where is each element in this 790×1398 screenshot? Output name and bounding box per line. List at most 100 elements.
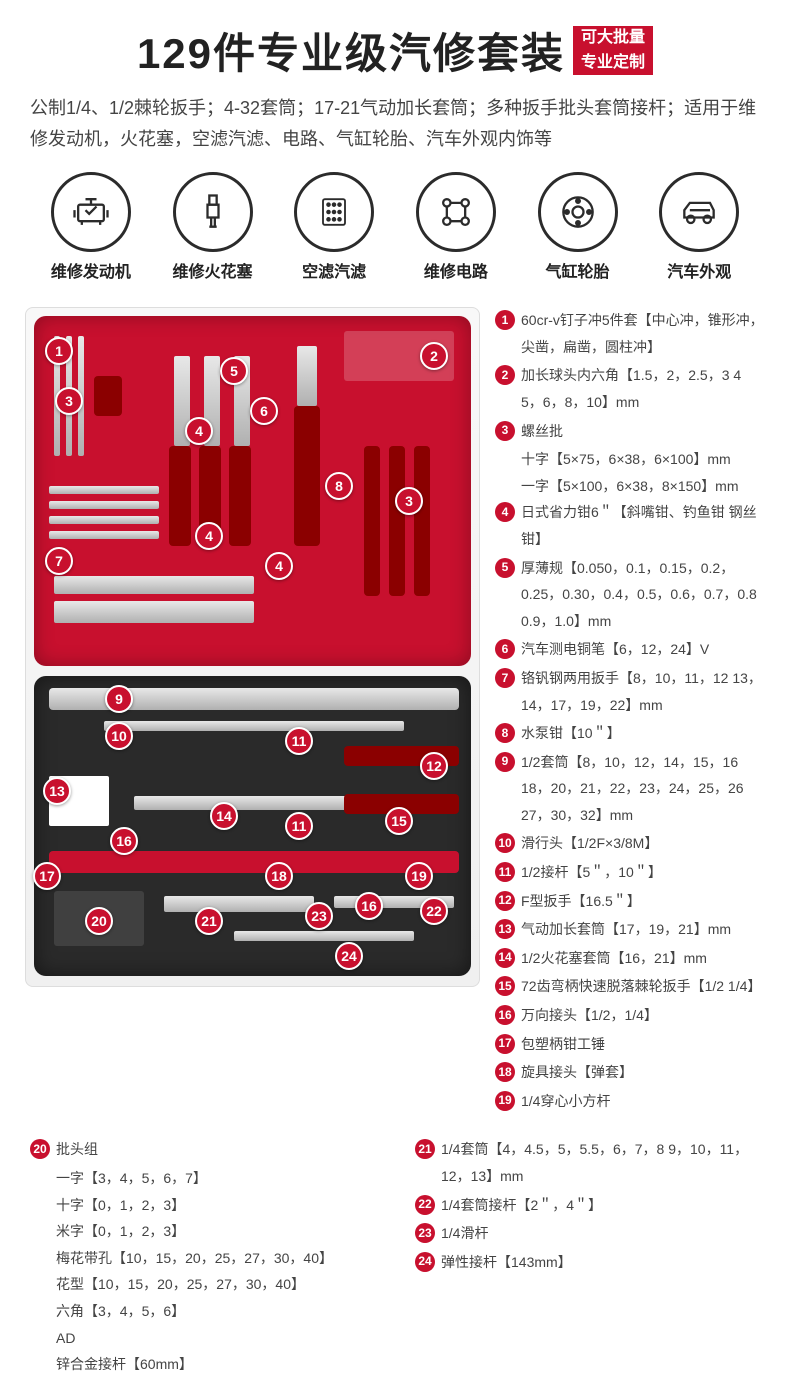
car-icon xyxy=(659,172,739,252)
list-item: 11 1/2接杆【5＂，10＂】 xyxy=(495,859,765,886)
list-item: 7 铬钒钢两用扳手【8，10，11，12 13，14，17，19，22】mm xyxy=(495,665,765,718)
item-number: 14 xyxy=(495,948,515,968)
list-subitem: 十字【0，1，2，3】 xyxy=(30,1192,375,1219)
feature-icon-row: 维修发动机 维修火花塞 空滤汽滤 维修电路 气缸轮胎 汽车外观 xyxy=(25,172,765,282)
callout-marker: 2 xyxy=(420,342,448,370)
callout-marker: 14 xyxy=(210,802,238,830)
callout-marker: 23 xyxy=(305,902,333,930)
item-text: 1/2接杆【5＂，10＂】 xyxy=(521,859,765,886)
callout-marker: 6 xyxy=(250,397,278,425)
item-text: 72齿弯柄快速脱落棘轮扳手【1/2 1/4】 xyxy=(521,973,765,1000)
list-item: 5厚薄规【0.050，0.1，0.15，0.2，0.25，0.30，0.4，0.… xyxy=(495,555,765,635)
callout-marker: 20 xyxy=(85,907,113,935)
sparkplug-icon xyxy=(173,172,253,252)
item-text: 螺丝批 xyxy=(521,418,765,445)
callout-marker: 19 xyxy=(405,862,433,890)
feature-label: 气缸轮胎 xyxy=(546,258,610,282)
item-number: 10 xyxy=(495,833,515,853)
callout-marker: 21 xyxy=(195,907,223,935)
callout-marker: 3 xyxy=(395,487,423,515)
feature-item: 空滤汽滤 xyxy=(278,172,390,282)
item-text: 滑行头【1/2F×3/8M】 xyxy=(521,830,765,857)
callout-marker: 16 xyxy=(110,827,138,855)
description-text: 公制1/4、1/2棘轮扳手；4-32套筒；17-21气动加长套筒；多种扳手批头套… xyxy=(25,93,765,154)
item-text: 旋具接头【弹套】 xyxy=(521,1059,765,1086)
item-number: 16 xyxy=(495,1005,515,1025)
list-item: 22 1/4套筒接杆【2＂，4＂】 xyxy=(415,1192,760,1219)
list-item: 10 滑行头【1/2F×3/8M】 xyxy=(495,830,765,857)
feature-label: 汽车外观 xyxy=(667,258,731,282)
list-item: 231/4滑杆 xyxy=(415,1220,760,1247)
item-number: 24 xyxy=(415,1252,435,1272)
callout-marker: 4 xyxy=(265,552,293,580)
main-title: 129件专业级汽修套装 xyxy=(137,20,565,81)
item-number: 8 xyxy=(495,723,515,743)
callout-marker: 3 xyxy=(55,387,83,415)
list-subitem: 花型【10，15，20，25，27，30，40】 xyxy=(30,1271,375,1298)
callout-marker: 10 xyxy=(105,722,133,750)
list-subitem: 一字【3，4，5，6，7】 xyxy=(30,1165,375,1192)
item-text: 1/4套筒【4，4.5，5，5.5，6，7，8 9，10，11，12，13】mm xyxy=(441,1136,760,1189)
feature-item: 维修电路 xyxy=(400,172,512,282)
callout-marker: 5 xyxy=(220,357,248,385)
callout-marker: 13 xyxy=(43,777,71,805)
item-text: 1/4滑杆 xyxy=(441,1220,760,1247)
legend-col-left: 20 批头组一字【3，4，5，6，7】十字【0，1，2，3】米字【0，1，2，3】… xyxy=(30,1136,375,1377)
feature-item: 维修发动机 xyxy=(35,172,147,282)
item-text: 水泵钳【10＂】 xyxy=(521,720,765,747)
list-subitem: 锌合金接杆【60mm】 xyxy=(30,1351,375,1378)
list-item: 2 加长球头内六角【1.5，2，2.5，3 4 5，6，8，10】mm xyxy=(495,362,765,415)
item-number: 11 xyxy=(495,862,515,882)
list-item: 16万向接头【1/2，1/4】 xyxy=(495,1002,765,1029)
list-item: 18旋具接头【弹套】 xyxy=(495,1059,765,1086)
legend-col-right: 21 1/4套筒【4，4.5，5，5.5，6，7，8 9，10，11，12，13】… xyxy=(415,1136,760,1377)
item-text: 铬钒钢两用扳手【8，10，11，12 13，14，17，19，22】mm xyxy=(521,665,765,718)
item-text: 1/4套筒接杆【2＂，4＂】 xyxy=(441,1192,760,1219)
list-item: 141/2火花塞套筒【16，21】mm xyxy=(495,945,765,972)
list-subitem: 六角【3，4，5，6】 xyxy=(30,1298,375,1325)
item-number: 22 xyxy=(415,1195,435,1215)
item-number: 1 xyxy=(495,310,515,330)
item-text: 60cr-v钉子冲5件套【中心冲，锥形冲，尖凿，扁凿，圆柱冲】 xyxy=(521,307,765,360)
item-number: 3 xyxy=(495,421,515,441)
list-item: 20 批头组 xyxy=(30,1136,375,1163)
feature-label: 维修火花塞 xyxy=(173,258,253,282)
item-text: 加长球头内六角【1.5，2，2.5，3 4 5，6，8，10】mm xyxy=(521,362,765,415)
circuit-icon xyxy=(416,172,496,252)
item-number: 9 xyxy=(495,752,515,772)
item-number: 20 xyxy=(30,1139,50,1159)
callout-marker: 24 xyxy=(335,942,363,970)
item-text: 批头组 xyxy=(56,1136,375,1163)
item-number: 17 xyxy=(495,1034,515,1054)
item-number: 21 xyxy=(415,1139,435,1159)
item-number: 7 xyxy=(495,668,515,688)
callout-marker: 16 xyxy=(355,892,383,920)
header-badge: 可大批量 专业定制 xyxy=(573,26,653,76)
callout-marker: 8 xyxy=(325,472,353,500)
list-item: 24弹性接杆【143mm】 xyxy=(415,1249,760,1276)
list-item: 17 包塑柄钳工锤 xyxy=(495,1031,765,1058)
filter-icon xyxy=(294,172,374,252)
feature-label: 维修发动机 xyxy=(51,258,131,282)
list-subitem: AD xyxy=(30,1325,375,1352)
list-item: 6汽车测电铜笔【6，12，24】V xyxy=(495,636,765,663)
item-number: 2 xyxy=(495,365,515,385)
badge-line1: 可大批量 xyxy=(573,26,653,51)
item-number: 6 xyxy=(495,639,515,659)
callout-marker: 22 xyxy=(420,897,448,925)
item-text: 厚薄规【0.050，0.1，0.15，0.2，0.25，0.30，0.4，0.5… xyxy=(521,555,765,635)
engine-icon xyxy=(51,172,131,252)
list-item: 13气动加长套筒【17，19，21】mm xyxy=(495,916,765,943)
list-subitem: 米字【0，1，2，3】 xyxy=(30,1218,375,1245)
list-item: 1572齿弯柄快速脱落棘轮扳手【1/2 1/4】 xyxy=(495,973,765,1000)
badge-line2: 专业定制 xyxy=(573,51,653,76)
item-text: 包塑柄钳工锤 xyxy=(521,1031,765,1058)
list-item: 4日式省力钳6＂【斜嘴钳、钓鱼钳 钢丝钳】 xyxy=(495,499,765,552)
list-item: 12F型扳手【16.5＂】 xyxy=(495,888,765,915)
list-item: 3 螺丝批 xyxy=(495,418,765,445)
list-item: 21 1/4套筒【4，4.5，5，5.5，6，7，8 9，10，11，12，13】… xyxy=(415,1136,760,1189)
toolbox-image: 1235464837491011121314111516171819202123… xyxy=(25,307,480,1116)
item-number: 4 xyxy=(495,502,515,522)
bottom-legend: 20 批头组一字【3，4，5，6，7】十字【0，1，2，3】米字【0，1，2，3】… xyxy=(25,1136,765,1377)
callout-marker: 7 xyxy=(45,547,73,575)
